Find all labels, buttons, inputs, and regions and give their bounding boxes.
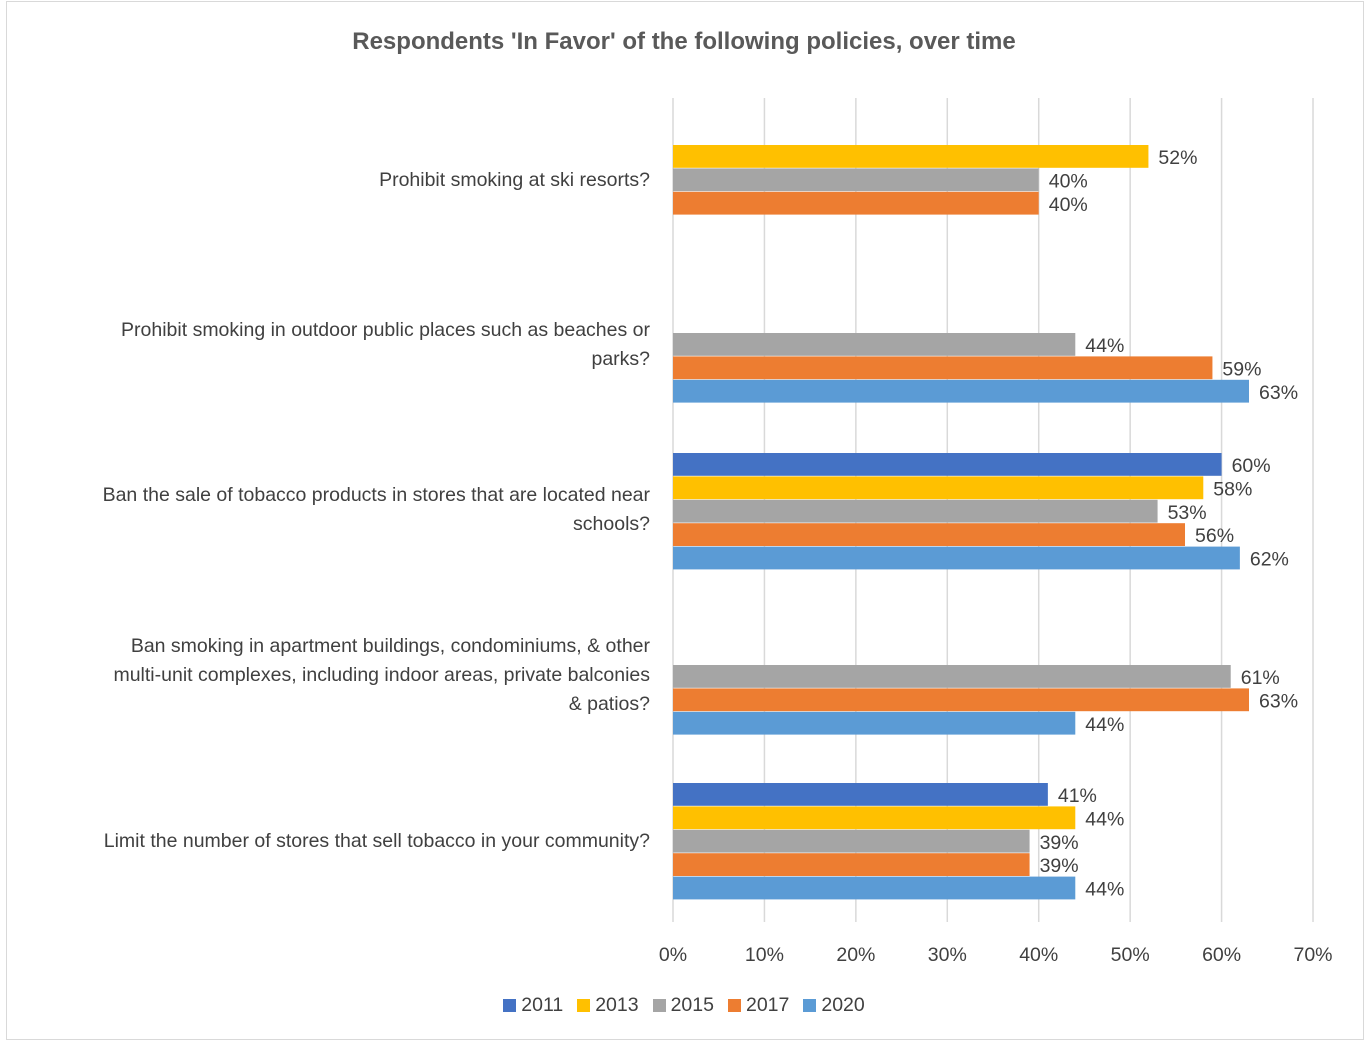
category-label-line: Prohibit smoking in outdoor public place… xyxy=(121,319,650,341)
data-label: 58% xyxy=(1213,478,1252,500)
legend-label: 2017 xyxy=(745,994,790,1016)
bar-2015 xyxy=(673,499,1158,523)
x-tick-label: 70% xyxy=(1293,944,1332,966)
data-label: 52% xyxy=(1158,147,1197,169)
bars xyxy=(673,145,1250,900)
legend-swatch xyxy=(803,999,817,1012)
x-tick-labels: 0% 10% 20% 30% 40% 50% 60% 70% xyxy=(659,944,1333,966)
category-label: Prohibit smoking in outdoor public place… xyxy=(10,316,650,374)
legend-swatch xyxy=(652,999,666,1012)
bar-2015 xyxy=(673,168,1039,192)
x-tick-label: 10% xyxy=(745,944,784,966)
x-tick-label: 60% xyxy=(1202,944,1241,966)
category-label-line: Ban smoking in apartment buildings, cond… xyxy=(130,634,650,657)
data-label: 44% xyxy=(1085,808,1124,830)
data-label: 44% xyxy=(1085,714,1124,736)
x-tick-label: 20% xyxy=(836,944,875,966)
bar-2011 xyxy=(673,783,1048,806)
category-label-line: Prohibit smoking at ski resorts? xyxy=(379,168,650,191)
legend-item: 2011 xyxy=(503,994,563,1017)
bar-2015 xyxy=(673,665,1231,688)
data-label: 62% xyxy=(1250,549,1289,571)
data-label: 60% xyxy=(1232,455,1271,477)
data-label: 44% xyxy=(1085,879,1124,901)
legend-label: 2013 xyxy=(595,994,639,1016)
category-label-line: schools? xyxy=(573,513,650,535)
x-tick-label: 50% xyxy=(1111,944,1150,966)
data-label: 53% xyxy=(1168,502,1207,524)
category-label-line: multi-unit complexes, including indoor a… xyxy=(113,663,650,686)
x-tick-label: 30% xyxy=(928,944,967,966)
category-label-line: parks? xyxy=(591,348,650,370)
bar-2017 xyxy=(673,191,1039,215)
bar-2020 xyxy=(673,546,1240,570)
data-label: 63% xyxy=(1259,382,1298,404)
bar-2020 xyxy=(673,379,1250,403)
legend-item: 2020 xyxy=(803,994,865,1017)
bar-2013 xyxy=(673,476,1204,500)
legend-item: 2015 xyxy=(652,994,714,1017)
legend-label: 2020 xyxy=(821,994,865,1016)
legend-swatch xyxy=(727,999,741,1012)
legend-label: 2015 xyxy=(670,994,714,1016)
legend-label: 2011 xyxy=(521,994,564,1016)
bar-2011 xyxy=(673,453,1222,476)
data-label: 40% xyxy=(1049,170,1088,192)
bar-2017 xyxy=(673,523,1186,546)
category-label-line: & patios? xyxy=(568,692,650,715)
legend: 2011 2013 2015 2017 2020 xyxy=(0,994,1368,1017)
bar-2017 xyxy=(673,356,1213,380)
data-label: 61% xyxy=(1241,667,1280,689)
legend-swatch xyxy=(577,999,591,1012)
data-label: 39% xyxy=(1040,855,1079,877)
bar-2020 xyxy=(673,876,1076,900)
bar-2013 xyxy=(673,145,1149,168)
bar-2020 xyxy=(673,711,1076,735)
bar-2015 xyxy=(673,829,1030,853)
bar-labels: 52%40%40%44%59%63%60%58%53%56%62%61%63%4… xyxy=(1040,147,1298,901)
data-label: 56% xyxy=(1195,525,1234,547)
bar-2017 xyxy=(673,688,1250,712)
bar-2015 xyxy=(673,333,1076,356)
data-label: 59% xyxy=(1222,358,1261,380)
category-label: Prohibit smoking at ski resorts? xyxy=(10,166,650,195)
category-label: Limit the number of stores that sell tob… xyxy=(10,827,650,856)
x-tick-label: 0% xyxy=(659,944,687,966)
data-label: 63% xyxy=(1259,690,1298,712)
category-label-line: Limit the number of stores that sell tob… xyxy=(103,829,650,852)
category-label-line: Ban the sale of tobacco products in stor… xyxy=(102,484,650,506)
chart-title: Respondents 'In Favor' of the following … xyxy=(352,28,1016,55)
category-label: Ban smoking in apartment buildings, cond… xyxy=(10,632,650,719)
legend-item: 2017 xyxy=(727,994,790,1017)
data-label: 40% xyxy=(1049,194,1088,216)
category-label: Ban the sale of tobacco products in stor… xyxy=(10,481,650,539)
legend-swatch xyxy=(503,999,517,1012)
data-label: 41% xyxy=(1058,785,1097,807)
data-label: 44% xyxy=(1085,335,1124,357)
data-label: 39% xyxy=(1040,832,1079,854)
x-tick-label: 40% xyxy=(1019,944,1058,966)
bar-2013 xyxy=(673,806,1076,830)
bar-2017 xyxy=(673,853,1030,876)
legend-item: 2013 xyxy=(577,994,639,1017)
